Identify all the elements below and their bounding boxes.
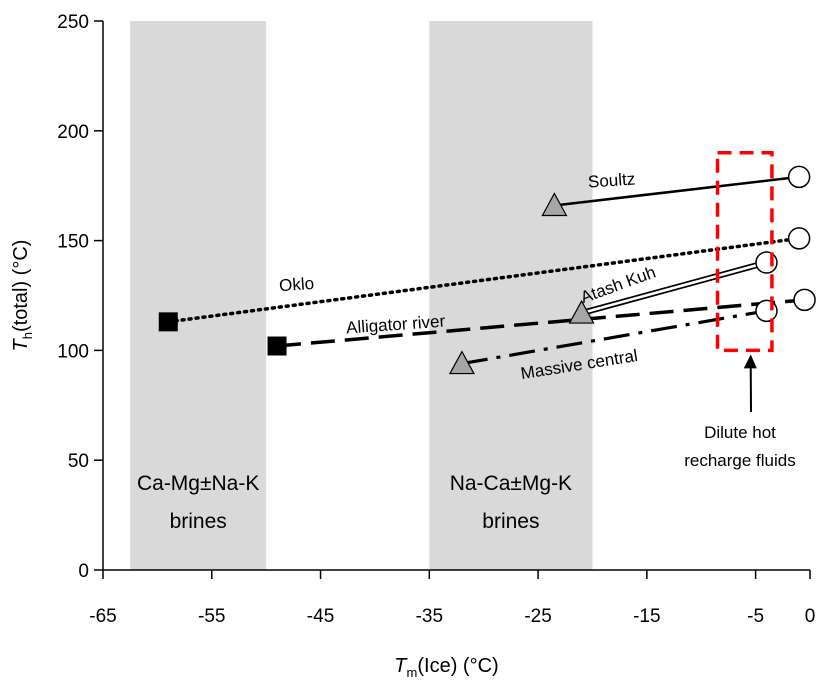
x-tick-label: -35 — [416, 606, 443, 627]
point-triangle-massive-central — [448, 350, 475, 375]
series-line-massive-central — [461, 309, 767, 366]
region-label-2-line-2: brines — [482, 510, 539, 533]
point-triangle-soultz — [541, 192, 568, 217]
region-band-1 — [130, 21, 267, 570]
annotation: Dilute hot recharge fluids — [684, 151, 796, 470]
series-line-oklo — [166, 236, 801, 324]
region-label-1-line-1: Ca-Mg±Na-K — [137, 472, 259, 495]
point-circle-oklo — [787, 227, 811, 250]
axes: 0 50 100 150 200 250 -65 -55 -45 -35 -25 -15 -5 0 Tm(I… — [10, 12, 815, 680]
x-tick-label: -65 — [89, 606, 116, 627]
point-triangle-atash-kuh — [568, 299, 595, 324]
x-axis-title: Tm(Ice) (°C) — [394, 655, 498, 680]
y-axis-title: Th(total) (°C) — [10, 240, 35, 352]
x-tick-label: -55 — [198, 606, 225, 627]
y-tick-label: 50 — [68, 451, 89, 472]
series-label-soultz: Soultz — [587, 169, 635, 191]
y-tick-label: 200 — [57, 122, 89, 143]
x-tick-label: 0 — [805, 606, 816, 627]
annotation-box — [715, 151, 774, 353]
y-tick-label: 100 — [57, 341, 89, 362]
region-label-1-line-2: brines — [170, 510, 227, 533]
x-tick-label: -15 — [633, 606, 660, 627]
series-label-oklo: Oklo — [279, 274, 315, 295]
annotation-arrow-head — [743, 354, 757, 369]
series-line-inner-atash-kuh — [581, 261, 767, 315]
x-tick-label: -45 — [307, 606, 334, 627]
point-circle-alligator-river — [793, 288, 816, 312]
brine-regions: Ca-Mg±Na-K brines Na-Ca±Mg-K brines — [130, 21, 593, 570]
series-line-soultz — [554, 175, 800, 207]
point-circle-massive-central — [755, 299, 778, 323]
region-band-2 — [429, 21, 593, 570]
y-tick-label: 250 — [57, 12, 89, 33]
point-square-alligator-river — [267, 336, 287, 356]
annotation-text-line-2: recharge fluids — [684, 451, 796, 470]
point-square-oklo — [158, 312, 178, 332]
annotation-text-line-1: Dilute hot — [704, 423, 776, 442]
x-tick-label: -5 — [747, 606, 764, 627]
series-line-alligator-river — [276, 298, 805, 348]
point-circle-atash-kuh — [755, 251, 778, 274]
region-label-2-line-1: Na-Ca±Mg-K — [450, 472, 572, 495]
y-tick-label: 0 — [78, 561, 89, 582]
point-circle-soultz — [787, 165, 811, 189]
x-tick-label: -25 — [524, 606, 551, 627]
y-tick-label: 150 — [57, 232, 89, 253]
